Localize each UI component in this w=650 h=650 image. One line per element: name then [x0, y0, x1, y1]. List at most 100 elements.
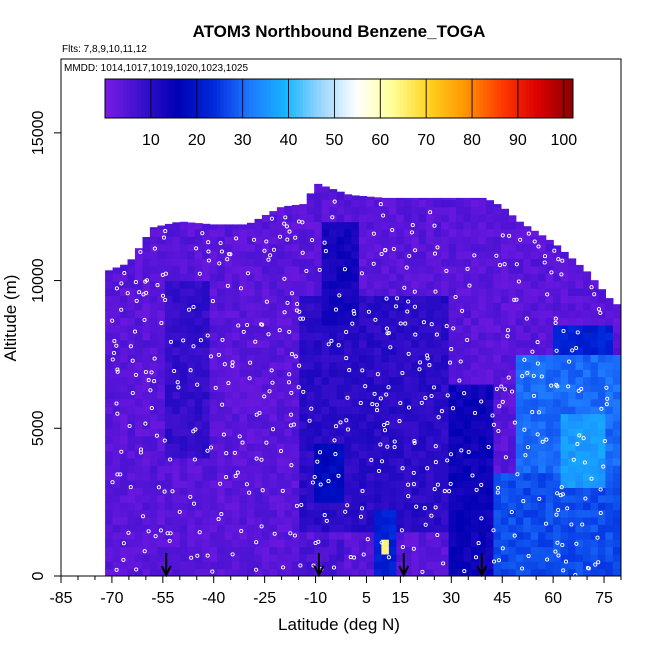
heatmap-cell: [329, 502, 338, 511]
heatmap-cell: [276, 288, 285, 296]
heatmap-cell: [247, 420, 256, 429]
heatmap-cell: [493, 561, 502, 570]
heatmap-cell: [314, 420, 323, 429]
heatmap-cell: [463, 406, 472, 415]
heatmap-cell: [433, 494, 442, 503]
sample-point: [558, 493, 563, 498]
colorbar-segment: [274, 79, 279, 118]
sample-point: [589, 285, 594, 290]
heatmap-cell: [396, 553, 405, 562]
sample-point: [247, 376, 252, 381]
heatmap-cell: [418, 324, 427, 333]
heatmap-cell: [538, 531, 547, 540]
colorbar-segment: [551, 79, 556, 118]
heatmap-cell: [344, 361, 353, 370]
colorbar-segment: [486, 79, 491, 118]
heatmap-cell: [202, 288, 211, 296]
heatmap-cell: [232, 524, 241, 533]
heatmap-cell: [545, 310, 554, 319]
heatmap-cell: [306, 472, 315, 481]
heatmap-cell: [217, 420, 226, 429]
sample-point: [554, 512, 559, 517]
heatmap-cell: [329, 302, 338, 311]
heatmap-cell: [269, 435, 278, 444]
sample-point: [110, 357, 115, 362]
sample-point: [559, 485, 564, 490]
heatmap-cell: [299, 214, 308, 223]
heatmap-cell: [463, 472, 472, 481]
colorbar-segment: [126, 79, 131, 118]
heatmap-cell: [157, 546, 166, 555]
heatmap-cell: [217, 450, 226, 459]
heatmap-cell: [433, 384, 442, 392]
heatmap-cell: [291, 310, 300, 319]
heatmap-cell: [299, 206, 308, 215]
heatmap-cell: [403, 531, 412, 540]
heatmap-cell: [149, 561, 158, 570]
heatmap-cell: [538, 347, 547, 355]
heatmap-cell: [299, 443, 308, 452]
heatmap-cell: [157, 531, 166, 540]
heatmap-cell: [127, 502, 136, 511]
heatmap-cell: [329, 413, 338, 422]
heatmap-cell: [284, 280, 293, 289]
heatmap-cell: [396, 420, 405, 429]
heatmap-cell: [247, 251, 256, 259]
heatmap-cell: [247, 222, 256, 230]
heatmap-cell: [232, 288, 241, 296]
heatmap-cell: [493, 568, 502, 576]
x-tick-label: -40: [202, 590, 225, 607]
heatmap-cell: [194, 280, 203, 289]
heatmap-cell: [194, 546, 203, 555]
heatmap-cell: [538, 524, 547, 533]
heatmap-cell: [217, 310, 226, 319]
heatmap-cell: [329, 465, 338, 474]
sample-point: [132, 329, 138, 334]
heatmap-cell: [321, 369, 330, 378]
heatmap-cell: [426, 457, 435, 466]
heatmap-cell: [456, 273, 465, 282]
heatmap-cell: [403, 509, 412, 518]
heatmap-cell: [403, 214, 412, 223]
heatmap-cell: [426, 310, 435, 319]
heatmap-cell: [583, 450, 592, 459]
heatmap-cell: [202, 428, 211, 437]
heatmap-cell: [418, 406, 427, 415]
heatmap-cell: [590, 406, 599, 415]
sample-point: [230, 360, 235, 365]
heatmap-cell: [336, 199, 345, 208]
heatmap-cell: [605, 302, 614, 311]
sample-point: [137, 290, 142, 295]
heatmap-cell: [441, 384, 450, 392]
heatmap-cell: [336, 324, 345, 333]
heatmap-cell: [500, 324, 509, 333]
heatmap-cell: [568, 317, 577, 326]
heatmap-cell: [239, 280, 248, 289]
heatmap-cell: [314, 302, 323, 311]
heatmap-cell: [254, 310, 263, 319]
sample-point: [172, 368, 177, 374]
heatmap-cell: [418, 206, 427, 215]
heatmap-cell: [276, 251, 285, 259]
heatmap-cell: [426, 524, 435, 533]
heatmap-cell: [127, 295, 136, 304]
heatmap-cell: [366, 450, 375, 459]
sample-point: [315, 459, 320, 464]
heatmap-cell: [418, 295, 427, 304]
heatmap-cell: [172, 450, 181, 459]
heatmap-cell: [359, 361, 368, 370]
heatmap-cell: [381, 450, 390, 459]
heatmap-cell: [597, 295, 606, 304]
heatmap-cell: [597, 539, 606, 548]
sample-point: [552, 248, 557, 253]
heatmap-cell: [217, 524, 226, 533]
heatmap-cell: [590, 428, 599, 437]
heatmap-cell: [127, 332, 136, 341]
heatmap-cell: [276, 435, 285, 444]
heatmap-cell: [538, 258, 547, 267]
sample-point: [398, 321, 403, 326]
heatmap-cell: [149, 443, 158, 452]
heatmap-cell: [508, 347, 517, 355]
heatmap-cell: [568, 258, 577, 267]
heatmap-cell: [463, 465, 472, 474]
